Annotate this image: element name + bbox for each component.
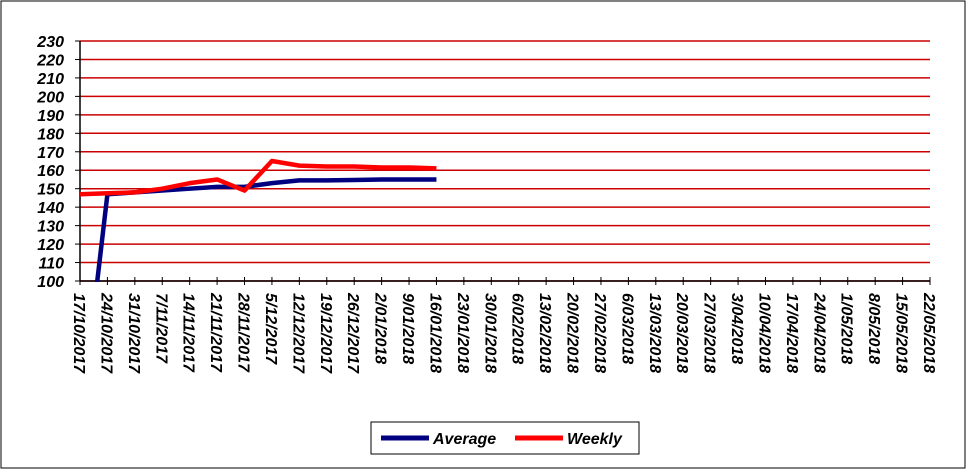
line-series — [80, 158, 437, 197]
y-tick-label: 190 — [37, 108, 64, 125]
x-tick-label: 23/01/2018 — [454, 292, 471, 373]
x-tick-label: 30/01/2018 — [481, 293, 498, 373]
x-tick-label: 6/03/2018 — [618, 293, 635, 364]
x-tick-label: 24/04/2018 — [810, 292, 827, 373]
x-tick-label: 9/01/2018 — [399, 293, 416, 364]
x-tick-label: 19/12/2017 — [317, 293, 334, 374]
x-tick-label: 15/05/2018 — [893, 293, 910, 373]
y-tick-label: 150 — [37, 182, 64, 199]
x-tick-label: 22/05/2018 — [920, 292, 937, 373]
x-tick-label: 3/04/2018 — [728, 293, 745, 364]
x-tick-label: 14/11/2017 — [180, 293, 197, 373]
x-tick-label: 2/01/2018 — [372, 292, 389, 364]
x-tick-label: 12/12/2017 — [289, 293, 306, 374]
x-tick-label: 27/03/2018 — [701, 292, 718, 373]
y-tick-label: 220 — [36, 52, 64, 69]
x-tick-label: 20/03/2018 — [673, 292, 690, 373]
x-tick-label: 8/05/2018 — [865, 293, 882, 364]
x-tick-label: 13/02/2018 — [536, 293, 553, 373]
y-tick-label: 100 — [37, 274, 64, 291]
plot-lines — [80, 158, 437, 282]
x-tick-label: 13/03/2018 — [646, 293, 663, 373]
legend-label: Weekly — [567, 431, 623, 448]
y-tick-label: 200 — [36, 89, 64, 106]
x-tick-label: 17/04/2018 — [783, 293, 800, 373]
x-tick-label: 20/02/2018 — [564, 292, 581, 373]
y-tick-label: 120 — [37, 237, 64, 254]
x-tick-label: 24/10/2017 — [97, 292, 114, 374]
y-tick-label: 210 — [36, 71, 64, 88]
y-tick-label: 160 — [37, 163, 64, 180]
y-tick-label: 110 — [38, 256, 64, 273]
x-tick-label: 16/01/2018 — [426, 293, 443, 373]
y-tick-label: 140 — [37, 200, 64, 217]
y-tick-label: 170 — [37, 145, 64, 162]
x-tick-label: 28/11/2017 — [235, 292, 252, 373]
x-tick-label: 21/11/2017 — [207, 292, 224, 373]
x-tick-label: 6/02/2018 — [509, 293, 526, 364]
x-tick-label: 1/05/2018 — [838, 293, 855, 364]
x-tick-label: 26/12/2017 — [344, 292, 361, 374]
x-tick-label: 7/11/2017 — [152, 293, 169, 364]
x-tick-label: 17/10/2017 — [70, 293, 87, 374]
y-tick-label: 130 — [37, 219, 64, 236]
x-tick-label: 31/10/2017 — [125, 293, 142, 374]
x-tick-label: 10/04/2018 — [755, 293, 772, 373]
x-tick-label: 27/02/2018 — [591, 292, 608, 373]
x-tick-label: 5/12/2017 — [262, 293, 279, 365]
legend-label: Average — [432, 431, 496, 448]
y-tick-label: 230 — [36, 34, 64, 51]
y-tick-label: 180 — [37, 126, 64, 143]
